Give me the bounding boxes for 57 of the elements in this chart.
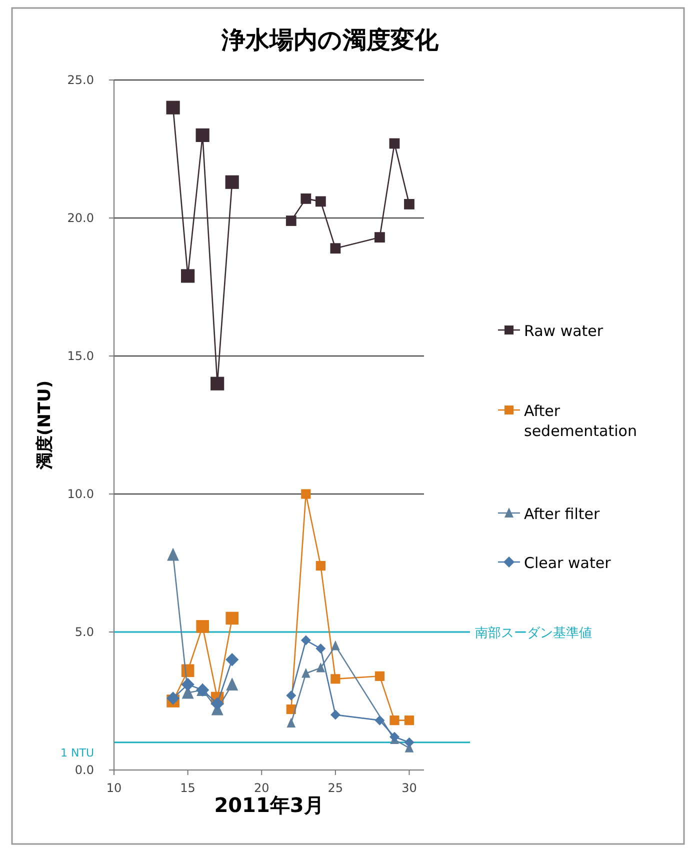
point — [210, 697, 224, 710]
x-axis-title: 2011年3月 — [214, 793, 324, 817]
point — [302, 668, 310, 678]
point — [315, 196, 326, 207]
point — [286, 718, 296, 728]
point — [226, 677, 238, 690]
point — [330, 710, 340, 720]
y-axis-title: 濁度(NTU) — [35, 380, 55, 471]
y-tick-label: 25.0 — [67, 73, 94, 87]
point — [389, 732, 400, 742]
legend-label: Clear water — [524, 554, 612, 572]
y-tick-label: 10.0 — [67, 487, 94, 501]
point — [404, 716, 414, 726]
chart-title: 浄水場内の濁度変化 — [220, 26, 440, 54]
point — [167, 548, 180, 561]
ref-line-label: 1 NTU — [60, 746, 94, 760]
point — [196, 620, 209, 633]
point — [374, 232, 385, 243]
point — [331, 640, 340, 650]
point — [181, 678, 194, 692]
point — [389, 138, 400, 149]
point — [286, 216, 296, 226]
point — [166, 100, 180, 114]
y-tick-label: 5.0 — [74, 625, 94, 639]
point — [316, 662, 326, 672]
point — [286, 690, 296, 700]
point — [181, 269, 195, 283]
legend-label: After filter — [524, 505, 601, 523]
point — [374, 715, 385, 726]
y-tick-label: 0.0 — [74, 763, 94, 777]
point — [226, 612, 238, 625]
point — [390, 716, 400, 726]
point — [300, 635, 311, 646]
x-tick-label: 20 — [254, 781, 270, 795]
point — [330, 243, 341, 254]
legend-label: After sedementation — [524, 402, 637, 440]
legend-label: Raw water — [524, 322, 604, 340]
point — [374, 671, 385, 681]
y-tick-label: 15.0 — [67, 349, 94, 363]
point — [166, 692, 180, 705]
x-tick-label: 15 — [180, 781, 196, 795]
x-tick-label: 30 — [402, 781, 417, 795]
x-tick-label: 10 — [106, 781, 122, 795]
point — [300, 193, 312, 204]
x-tick-label: 25 — [328, 781, 344, 795]
point — [301, 489, 311, 499]
point — [225, 653, 239, 666]
point — [316, 560, 326, 571]
point — [404, 737, 414, 748]
point — [404, 199, 414, 210]
point — [316, 644, 326, 654]
y-tick-label: 20.0 — [67, 211, 94, 225]
ref-line-label: 南部スーダン基準値 — [475, 626, 592, 641]
point — [210, 376, 224, 390]
point — [330, 674, 340, 684]
point — [196, 128, 210, 142]
point — [225, 175, 239, 189]
